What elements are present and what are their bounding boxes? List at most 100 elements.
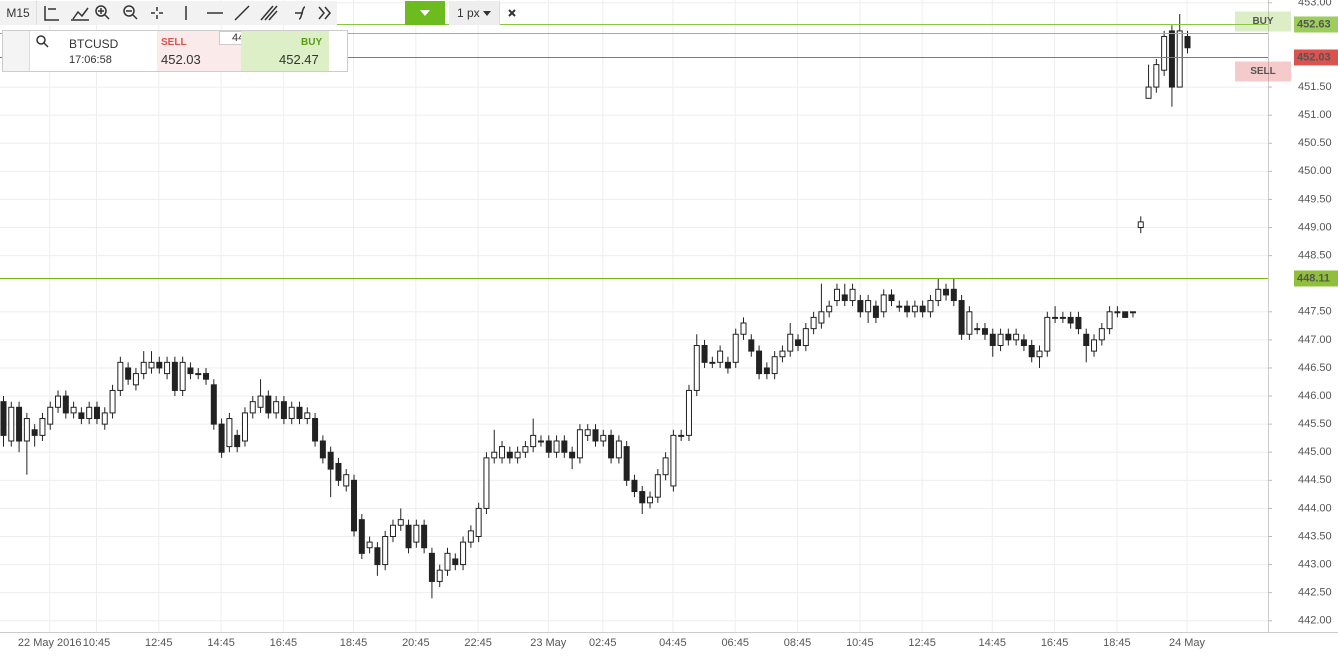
level-value: 452.03 [1297, 51, 1331, 63]
candle-body [335, 462, 342, 481]
candle-body [1028, 344, 1035, 358]
candle-body [499, 446, 506, 459]
candle-body [23, 418, 30, 442]
x-tick-label: 08:45 [784, 637, 812, 649]
y-tick-label: 453.00 [1298, 0, 1332, 9]
y-tick-label: 447.00 [1298, 334, 1332, 346]
candle-body [203, 373, 210, 380]
close-button[interactable] [500, 1, 524, 25]
candle-body [1067, 316, 1074, 324]
color-button[interactable] [405, 1, 445, 25]
y-tick-label: 451.00 [1298, 109, 1332, 121]
panel-icons[interactable] [3, 31, 30, 71]
candle-body [171, 361, 178, 391]
level-value: 452.63 [1297, 18, 1331, 30]
candle-body [810, 316, 817, 330]
candle-body [919, 305, 926, 313]
candle-body [39, 418, 46, 436]
candle-body [600, 434, 607, 442]
candle-body [374, 547, 381, 566]
candle-body [1153, 64, 1160, 88]
line-width: 1 px [456, 6, 480, 20]
candle-body [553, 440, 560, 453]
candle-body [584, 429, 591, 436]
candle-body [795, 339, 802, 346]
candle-body [1036, 350, 1043, 358]
candle-body [569, 451, 576, 459]
candle-body [351, 479, 358, 532]
candle-body [958, 300, 965, 335]
candle-body [452, 558, 459, 566]
y-tick-label: 446.00 [1298, 390, 1332, 402]
candle-body [911, 305, 918, 313]
candle-body [179, 361, 186, 391]
candle-body [647, 496, 654, 504]
candle-body [1145, 86, 1152, 99]
candle-body [576, 429, 583, 459]
candle-body [366, 541, 373, 549]
candle-body [506, 451, 513, 459]
candle-body [55, 395, 62, 408]
candle-body [1106, 311, 1113, 330]
x-tick-label: 10:45 [83, 637, 111, 649]
candle-body [125, 367, 132, 380]
candle-body [748, 339, 755, 352]
candle-body [1161, 36, 1168, 71]
candle-body [280, 401, 287, 420]
candle-body [1184, 36, 1191, 49]
width-button[interactable]: 1 px [449, 1, 500, 25]
candle-body [818, 311, 825, 324]
y-tick-label: 449.00 [1298, 221, 1332, 233]
candle-body [327, 451, 334, 470]
candle-body [685, 389, 692, 436]
buy-button[interactable] [241, 31, 329, 71]
candle-body [491, 451, 498, 459]
y-tick-label: 447.50 [1298, 306, 1332, 318]
y-tick-label: 449.50 [1298, 193, 1332, 205]
candle-body [1129, 311, 1136, 314]
candle-body [101, 412, 108, 425]
candle-body [537, 440, 544, 443]
candle-body [1013, 333, 1020, 341]
y-tick-label: 443.00 [1298, 558, 1332, 570]
candle-body [654, 474, 661, 498]
candle-body [1122, 311, 1129, 318]
candle-body [241, 412, 248, 442]
candle-body [0, 401, 7, 436]
drawing-tools[interactable] [37, 1, 337, 25]
candle-body [358, 519, 365, 554]
x-tick-label: 10:45 [846, 637, 874, 649]
candle-body [483, 457, 490, 509]
candle-body [413, 524, 420, 543]
candle-body [545, 440, 552, 453]
sell-label: SELL [161, 37, 187, 48]
candle-body [802, 328, 809, 346]
candle-body [896, 305, 903, 308]
candle-body [265, 395, 272, 414]
candle-body [1052, 316, 1059, 319]
candle-body [16, 406, 23, 442]
candle-body [304, 412, 311, 420]
price-axis [1268, 0, 1338, 632]
x-tick-label: 24 May [1169, 637, 1206, 649]
y-tick-label: 445.50 [1298, 418, 1332, 430]
candle-body [561, 440, 568, 453]
y-tick-label: 450.50 [1298, 137, 1332, 149]
candle-body [1168, 30, 1175, 88]
timeframe-button[interactable]: M15 [0, 1, 37, 25]
candle-body [756, 350, 763, 375]
x-tick-label: 23 May [530, 637, 567, 649]
candle-body [771, 356, 778, 375]
candle-body [1044, 316, 1051, 352]
candle-body [1020, 339, 1027, 346]
candle-body [460, 541, 467, 566]
candle-body [382, 535, 389, 566]
y-tick-label: 442.50 [1298, 587, 1332, 599]
search-icon[interactable] [31, 31, 53, 51]
candle-body [312, 418, 319, 442]
y-tick-label: 450.00 [1298, 165, 1332, 177]
candle-body [70, 406, 77, 414]
candle-body [1114, 311, 1121, 314]
time: 17:06:58 [69, 54, 112, 66]
